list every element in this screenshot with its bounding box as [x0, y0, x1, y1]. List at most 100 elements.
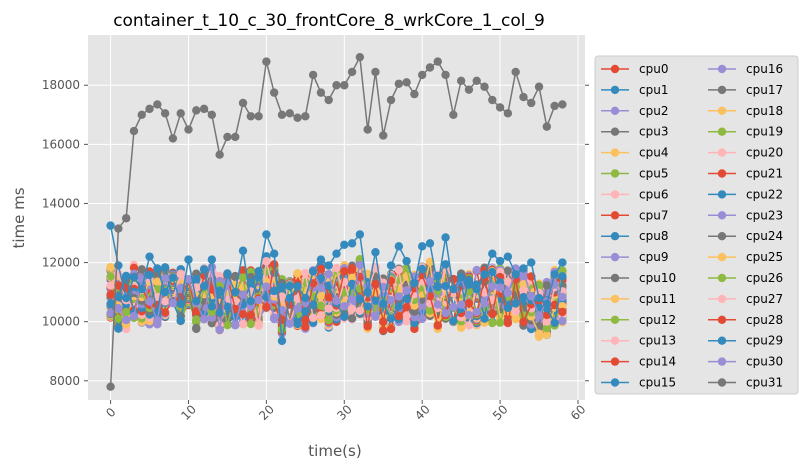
data-point	[215, 308, 224, 318]
legend-label: cpu25	[746, 250, 783, 264]
data-point	[207, 255, 217, 264]
x-tick-label: 0	[103, 405, 118, 420]
data-point	[160, 263, 170, 272]
data-point	[129, 263, 139, 273]
data-point	[137, 110, 146, 119]
data-point	[355, 52, 365, 62]
data-point	[145, 104, 154, 114]
data-point	[527, 292, 536, 301]
legend-marker	[610, 211, 620, 220]
data-point	[324, 315, 333, 325]
data-point	[285, 319, 294, 328]
data-point	[192, 106, 201, 115]
data-point	[386, 295, 396, 305]
legend-marker	[717, 357, 727, 366]
data-point	[176, 269, 185, 279]
data-point	[137, 265, 146, 274]
data-point	[114, 304, 123, 313]
data-point	[347, 273, 357, 283]
data-point	[503, 109, 513, 118]
data-point	[324, 269, 333, 279]
data-point	[129, 311, 139, 321]
data-point	[511, 314, 520, 324]
series-layer	[106, 52, 567, 391]
legend-item-cpu29: cpu29	[708, 334, 783, 348]
data-point	[371, 312, 380, 321]
data-point	[355, 294, 365, 304]
legend-label: cpu29	[746, 334, 783, 348]
data-point	[106, 309, 115, 318]
legend-label: cpu24	[746, 229, 783, 243]
data-point	[410, 301, 419, 310]
data-point	[394, 302, 404, 311]
data-point	[527, 258, 536, 267]
data-point	[402, 286, 411, 295]
data-point	[464, 310, 474, 320]
data-point	[285, 293, 294, 303]
data-point	[433, 300, 442, 309]
data-point	[184, 274, 193, 284]
data-point	[192, 307, 201, 316]
data-point	[301, 322, 310, 332]
legend-marker	[610, 294, 620, 304]
legend-label: cpu0	[639, 62, 668, 76]
data-point	[480, 299, 489, 308]
x-tick-label: 10	[178, 402, 199, 423]
data-point	[340, 81, 349, 90]
data-point	[425, 277, 435, 286]
data-point	[386, 261, 396, 270]
legend-marker	[717, 85, 727, 95]
plot-background	[88, 35, 585, 400]
data-point	[386, 95, 396, 105]
legend-item-cpu22: cpu22	[708, 187, 783, 201]
y-tick-label: 8000	[49, 374, 80, 388]
data-point	[215, 150, 224, 159]
data-point	[363, 287, 372, 297]
data-point	[269, 249, 279, 258]
legend-marker	[610, 252, 620, 262]
data-point	[106, 262, 115, 272]
legend-label: cpu7	[639, 208, 668, 222]
data-point	[199, 315, 209, 324]
data-point	[347, 314, 357, 323]
data-point	[449, 110, 458, 119]
data-point	[488, 95, 497, 105]
data-point	[324, 95, 333, 105]
data-point	[254, 273, 263, 282]
y-tick-label: 16000	[42, 137, 80, 151]
legend-marker	[717, 169, 727, 178]
legend-marker	[717, 336, 727, 345]
legend-label: cpu1	[639, 83, 668, 97]
legend-marker	[610, 273, 620, 283]
data-point	[238, 309, 248, 319]
data-point	[417, 264, 427, 274]
legend: cpu0 cpu1 cpu2 cpu3 cpu4 cpu5 cpu6 cpu7 cpu8 cpu9…	[594, 55, 799, 395]
data-point	[347, 279, 357, 289]
data-point	[402, 303, 411, 312]
data-point	[301, 112, 310, 121]
data-point	[207, 110, 217, 119]
legend-label: cpu16	[746, 62, 783, 76]
data-point	[519, 264, 528, 273]
data-point	[160, 308, 170, 317]
data-point	[340, 301, 349, 311]
legend-label: cpu30	[746, 355, 783, 369]
data-point	[332, 81, 341, 90]
data-point	[121, 214, 131, 223]
legend-marker	[717, 273, 727, 283]
data-point	[386, 324, 396, 334]
legend-marker	[717, 148, 727, 157]
legend-item-cpu5: cpu5	[601, 167, 668, 181]
legend-item-cpu8: cpu8	[601, 229, 668, 243]
data-point	[394, 265, 404, 275]
legend-item-cpu30: cpu30	[708, 355, 783, 369]
data-point	[511, 307, 520, 316]
x-tick-label: 40	[412, 402, 433, 423]
data-point	[371, 248, 380, 257]
data-point	[106, 299, 115, 309]
data-point	[495, 318, 505, 327]
data-point	[417, 70, 427, 80]
data-point	[394, 79, 404, 88]
data-point	[269, 313, 279, 322]
legend-label: cpu31	[746, 376, 783, 390]
